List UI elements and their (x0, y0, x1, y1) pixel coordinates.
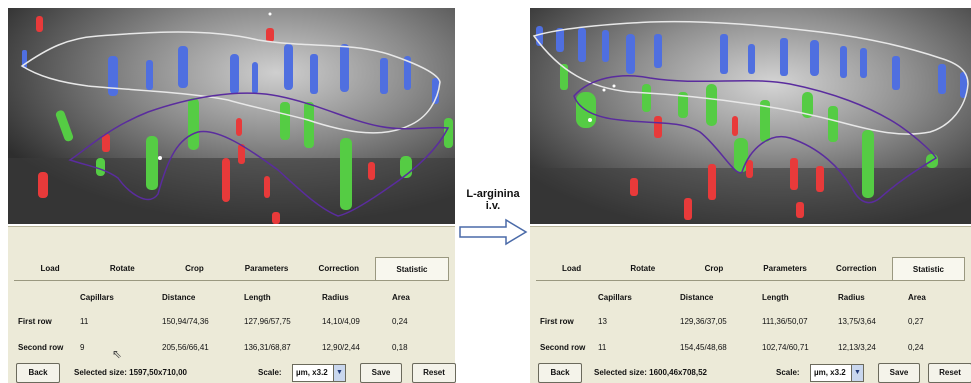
treatment-route: i.v. (485, 200, 501, 212)
header-area: Area (908, 293, 926, 302)
tab-statistic[interactable]: Statistic (891, 257, 966, 280)
row-label: Second row (18, 343, 64, 352)
row-label: First row (18, 317, 52, 326)
right-arrow-icon (459, 218, 528, 246)
header-length: Length (762, 293, 789, 302)
area-value: 0,18 (392, 343, 408, 352)
tab-rotate[interactable]: Rotate (630, 264, 656, 273)
radius-value: 12,90/2,44 (322, 343, 360, 352)
tab-correction[interactable]: Correction (318, 264, 359, 273)
scale-select[interactable]: µm, x3.2 ▼ (810, 364, 864, 382)
capillars-value: 13 (598, 317, 607, 326)
area-value: 0,27 (908, 317, 924, 326)
row-label: First row (540, 317, 574, 326)
header-radius: Radius (322, 293, 349, 302)
scale-label: Scale: (258, 368, 282, 377)
row-label: Second row (540, 343, 586, 352)
left-panel: Load Rotate Crop Parameters Correction S… (8, 0, 456, 383)
length-value: 127,96/57,75 (244, 317, 291, 326)
tab-statistic[interactable]: Statistic (374, 257, 450, 280)
distance-value: 150,94/74,36 (162, 317, 209, 326)
area-value: 0,24 (908, 343, 924, 352)
tab-parameters[interactable]: Parameters (244, 264, 289, 273)
table-row: Second row 11 154,45/48,68 102,74/60,71 … (540, 343, 965, 369)
radius-value: 12,13/3,24 (838, 343, 876, 352)
radius-value: 13,75/3,64 (838, 317, 876, 326)
header-distance: Distance (162, 293, 196, 302)
header-capillars: Capillars (598, 293, 632, 302)
table-header: Capillars Distance Length Radius Area (540, 293, 965, 317)
table-row: First row 11 150,94/74,36 127,96/57,75 1… (18, 317, 449, 343)
header-length: Length (244, 293, 271, 302)
table-row: First row 13 129,36/37,05 111,36/50,07 1… (540, 317, 965, 343)
save-button[interactable]: Save (360, 363, 402, 383)
bottom-toolbar: Back Selected size: 1600,46x708,52 Scale… (538, 363, 971, 383)
reset-button[interactable]: Reset (412, 363, 456, 383)
back-button[interactable]: Back (16, 363, 60, 383)
tab-load[interactable]: Load (40, 264, 60, 273)
tab-parameters[interactable]: Parameters (763, 264, 807, 273)
statistics-table: Capillars Distance Length Radius Area Fi… (540, 293, 965, 369)
area-value: 0,24 (392, 317, 408, 326)
chevron-down-icon[interactable]: ▼ (851, 365, 863, 381)
distance-value: 205,56/66,41 (162, 343, 209, 352)
scale-select-value: µm, x3.2 (814, 368, 846, 377)
reset-button[interactable]: Reset (928, 363, 971, 383)
tab-crop[interactable]: Crop (704, 264, 724, 273)
header-distance: Distance (680, 293, 714, 302)
chevron-down-icon[interactable]: ▼ (333, 365, 345, 381)
header-area: Area (392, 293, 410, 302)
tab-correction[interactable]: Correction (836, 264, 877, 273)
tab-bar: Load Rotate Crop Parameters Correction S… (536, 257, 966, 281)
capillary-overlay (8, 8, 455, 224)
treatment-name: L-arginina (466, 188, 520, 200)
bottom-toolbar: Back Selected size: 1597,50x710,00 Scale… (16, 363, 456, 383)
capillary-overlay (530, 8, 971, 224)
scale-select-value: µm, x3.2 (296, 368, 328, 377)
header-radius: Radius (838, 293, 865, 302)
save-button[interactable]: Save (878, 363, 920, 383)
tab-load[interactable]: Load (562, 264, 582, 273)
table-header: Capillars Distance Length Radius Area (18, 293, 449, 317)
radius-value: 14,10/4,09 (322, 317, 360, 326)
right-panel: Load Rotate Crop Parameters Correction S… (530, 0, 971, 383)
scale-select[interactable]: µm, x3.2 ▼ (292, 364, 346, 382)
selected-size-label: Selected size: 1597,50x710,00 (74, 368, 187, 377)
capillaroscopy-image-before (8, 8, 455, 224)
distance-value: 129,36/37,05 (680, 317, 727, 326)
selected-size-label: Selected size: 1600,46x708,52 (594, 368, 707, 377)
header-capillars: Capillars (80, 293, 114, 302)
tab-bar: Load Rotate Crop Parameters Correction S… (14, 257, 450, 281)
tab-crop[interactable]: Crop (185, 264, 204, 273)
treatment-label: L-arginina i.v. (456, 188, 530, 212)
tab-rotate[interactable]: Rotate (109, 264, 135, 273)
mouse-pointer-icon: ⇖ (112, 347, 123, 361)
length-value: 102,74/60,71 (762, 343, 809, 352)
distance-value: 154,45/48,68 (680, 343, 727, 352)
scale-label: Scale: (776, 368, 800, 377)
back-button[interactable]: Back (538, 363, 582, 383)
statistic-controls: Load Rotate Crop Parameters Correction S… (530, 226, 971, 383)
capillars-value: 11 (80, 317, 89, 326)
table-row: Second row 9 205,56/66,41 136,31/68,87 1… (18, 343, 449, 369)
capillars-value: 11 (598, 343, 607, 352)
statistic-controls: Load Rotate Crop Parameters Correction S… (8, 226, 456, 383)
length-value: 111,36/50,07 (762, 317, 808, 326)
statistics-table: Capillars Distance Length Radius Area Fi… (18, 293, 449, 369)
capillars-value: 9 (80, 343, 85, 352)
capillaroscopy-image-after (530, 8, 971, 224)
length-value: 136,31/68,87 (244, 343, 291, 352)
